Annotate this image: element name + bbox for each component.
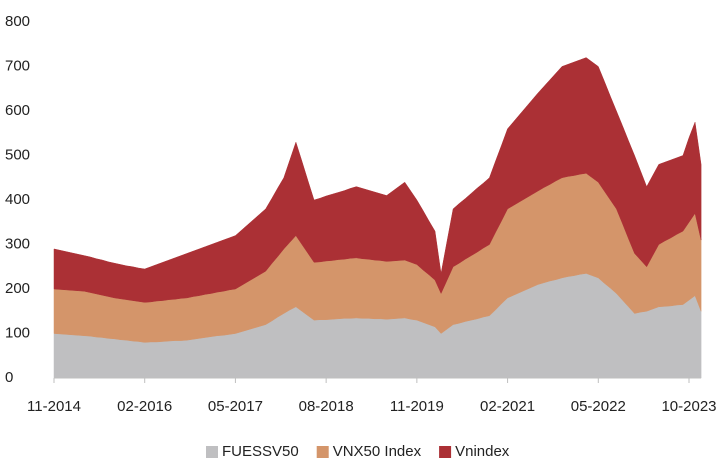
legend-swatch (439, 446, 452, 458)
x-tick-label: 11-2019 (390, 398, 444, 415)
y-tick-label: 100 (5, 324, 30, 341)
y-tick-label: 700 (5, 57, 30, 74)
legend-swatch (206, 446, 218, 458)
legend-label: FUESSV50 (222, 443, 299, 460)
y-tick-label: 800 (5, 13, 30, 30)
legend-label: VNX50 Index (333, 443, 422, 460)
legend-label: Vnindex (455, 443, 510, 460)
legend-swatch (316, 446, 329, 458)
x-tick-label: 08-2018 (299, 398, 354, 415)
y-tick-label: 300 (5, 235, 30, 252)
y-tick-label: 0 (5, 369, 13, 386)
x-tick-label: 02-2016 (117, 398, 172, 415)
x-tick-label: 10-2023 (661, 398, 716, 415)
y-tick-label: 500 (5, 146, 30, 163)
y-tick-label: 600 (5, 102, 30, 119)
area (53, 57, 702, 303)
y-tick-label: 400 (5, 191, 30, 208)
x-tick-label: 02-2021 (480, 398, 535, 415)
x-tick-label: 11-2014 (27, 398, 81, 415)
y-tick-label: 200 (5, 280, 30, 297)
x-tick-label: 05-2017 (208, 398, 263, 415)
x-tick-label: 05-2022 (571, 398, 626, 415)
